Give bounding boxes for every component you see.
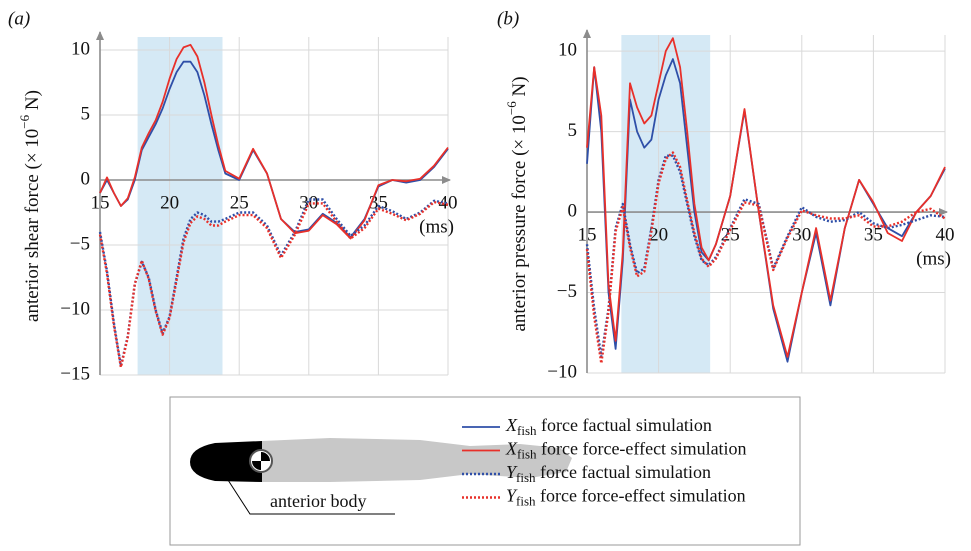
x-tick-label: 25 — [230, 192, 249, 213]
y-tick-label: 10 — [71, 38, 90, 59]
legend-label: Yfish force force-effect simulation — [506, 486, 746, 509]
shaded-region — [621, 35, 711, 373]
y-axis-label: anterior pressure force (× 10−6 N) — [504, 76, 530, 331]
x-tick-label: 20 — [649, 224, 668, 245]
x-axis-label: (ms) — [916, 248, 951, 269]
x-tick-label: 35 — [864, 224, 883, 245]
series-line — [585, 154, 946, 359]
x-tick-label: 40 — [936, 224, 955, 245]
center-marker-fill — [252, 452, 270, 470]
x-tick-label: 30 — [299, 192, 318, 213]
series-line — [98, 200, 449, 369]
y-tick-label: 5 — [81, 103, 91, 124]
legend-label: Yfish force factual simulation — [506, 462, 711, 485]
x-axis-label: (ms) — [419, 216, 454, 237]
series-line — [585, 151, 946, 365]
annotation: anterior body — [270, 491, 366, 511]
x-tick-label: 30 — [792, 224, 811, 245]
x-tick-label: 25 — [721, 224, 740, 245]
series-line — [586, 37, 946, 358]
y-tick-label: −15 — [60, 363, 90, 384]
panel: 15 20 25 30 35 40−15−10−50510(ms)(a)anterior … — [8, 8, 458, 384]
shaded-region — [137, 37, 223, 375]
y-axis-label: anterior shear force (× 10−6 N) — [17, 90, 43, 322]
y-tick-label: 0 — [81, 168, 91, 189]
panel-label: (b) — [497, 8, 519, 29]
legend-label: Xfish force factual simulation — [505, 415, 712, 438]
y-tick-label: 0 — [568, 200, 578, 221]
x-tick-label: 20 — [160, 192, 179, 213]
x-tick-label: 40 — [439, 192, 458, 213]
pointer-line — [227, 479, 395, 515]
series-line — [99, 43, 449, 240]
fish-body — [262, 438, 572, 482]
y-tick-label: −5 — [70, 233, 90, 254]
series-line — [98, 198, 449, 368]
legend-label: Xfish force force-effect simulation — [505, 439, 747, 462]
y-tick-label: −10 — [547, 361, 577, 382]
y-tick-label: −10 — [60, 298, 90, 319]
panel-label: (a) — [8, 8, 30, 29]
fish-diagram: anterior body — [190, 438, 572, 515]
fish-head — [190, 441, 262, 482]
y-tick-label: 10 — [558, 39, 577, 60]
y-tick-label: 5 — [568, 120, 578, 141]
y-tick-label: −5 — [557, 281, 577, 302]
legend: anterior body Xfish force factual simula… — [169, 396, 801, 546]
